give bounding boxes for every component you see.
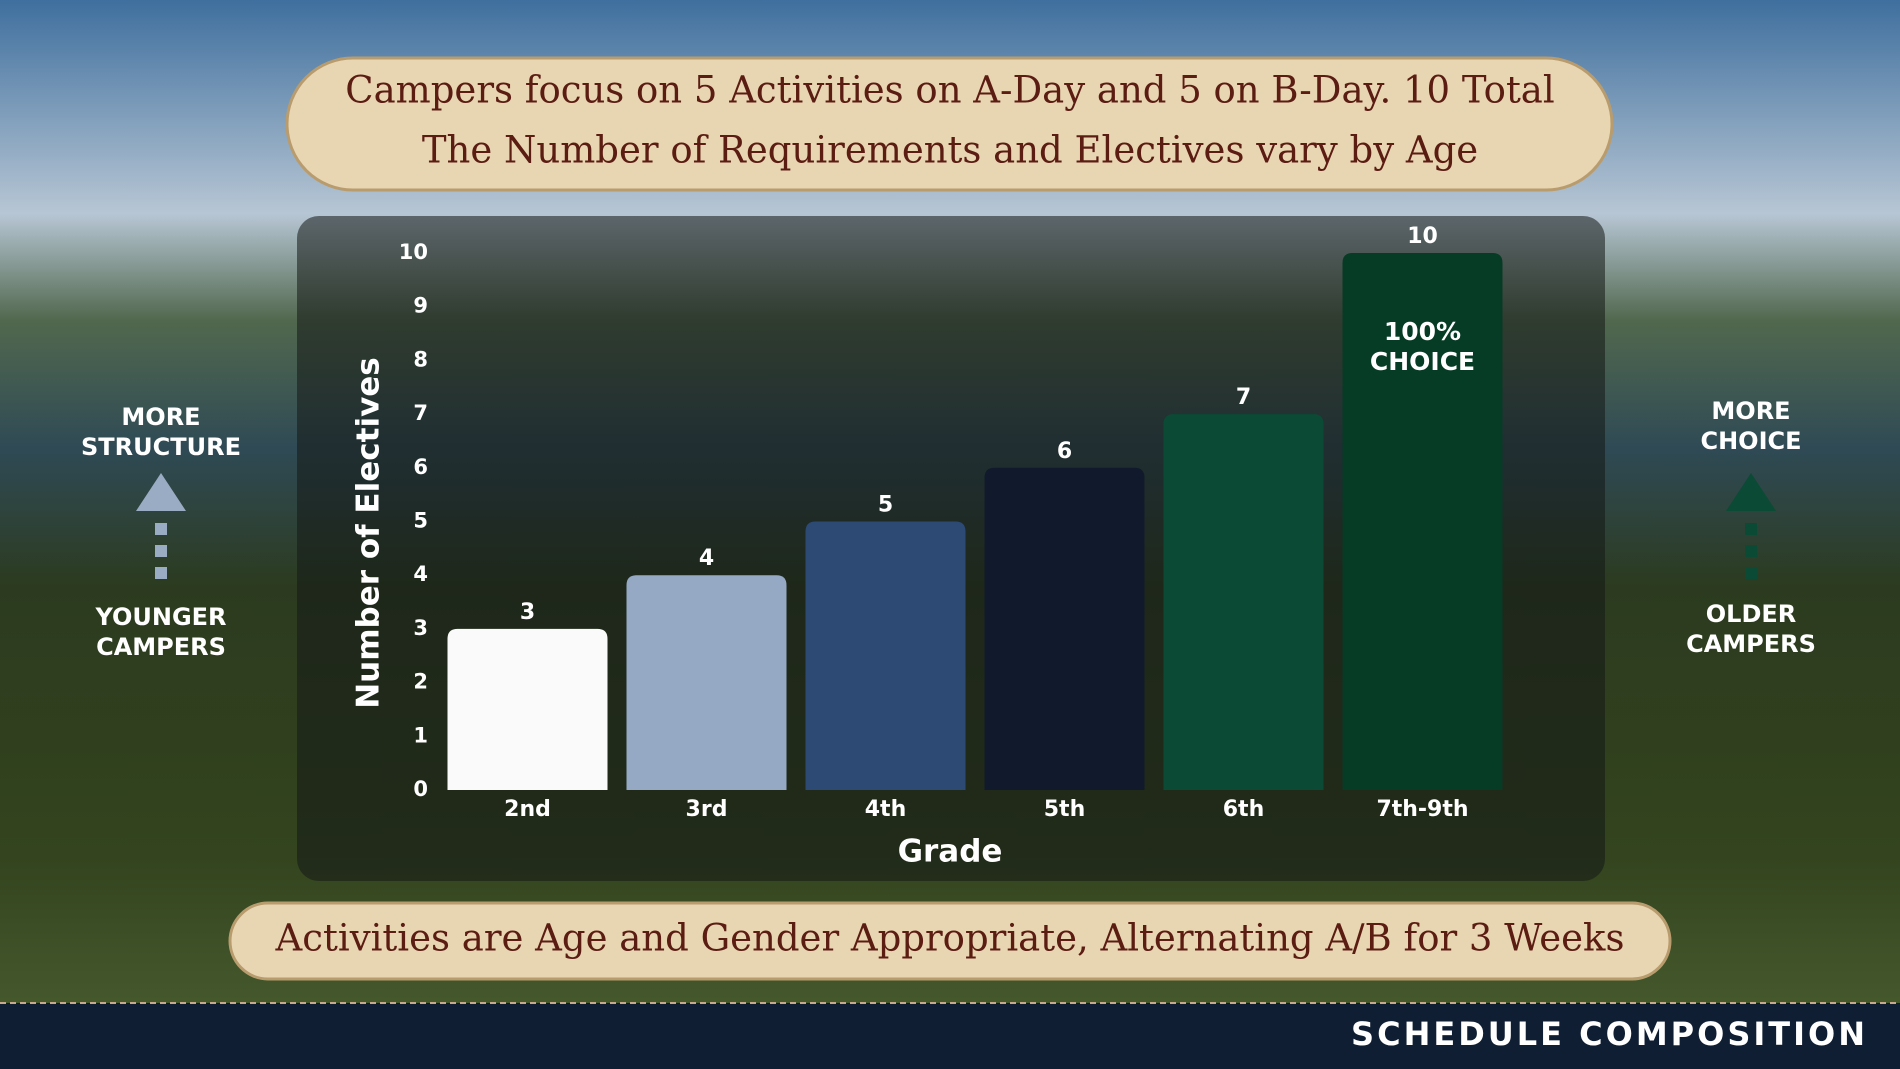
value-label: 4 <box>699 546 714 571</box>
side-label: CHOICE <box>1700 427 1801 455</box>
x-axis-title: Grade <box>898 834 1003 870</box>
y-tick-label: 0 <box>413 777 428 801</box>
bar-annotation: CHOICE <box>1370 347 1475 376</box>
x-tick-label: 3rd <box>686 797 728 822</box>
y-tick-label: 2 <box>413 670 428 694</box>
y-tick-label: 5 <box>413 509 428 533</box>
value-label: 7 <box>1236 385 1251 410</box>
bar-annotation: 100% <box>1384 317 1461 346</box>
side-label: STRUCTURE <box>81 433 241 461</box>
x-tick-label: 6th <box>1223 797 1265 822</box>
bar <box>805 521 966 790</box>
footnote-banner <box>228 901 1672 981</box>
x-tick-label: 5th <box>1044 797 1086 822</box>
y-tick-label: 4 <box>413 562 428 586</box>
x-tick-label: 7th-9th <box>1376 797 1468 822</box>
footnote: Activities are Age and Gender Appropriat… <box>275 917 1625 960</box>
bar <box>1163 414 1324 790</box>
y-tick-label: 1 <box>413 723 428 747</box>
value-label: 5 <box>878 493 893 518</box>
y-axis-title: Number of Electives <box>351 357 387 709</box>
arrow-head <box>1726 473 1776 511</box>
x-tick-label: 2nd <box>504 797 551 822</box>
x-tick-label: 4th <box>865 797 907 822</box>
value-label: 3 <box>520 600 535 625</box>
title-line: The Number of Requirements and Electives… <box>422 129 1478 172</box>
arrow-head <box>136 473 186 511</box>
footer-bar <box>0 1003 1900 1069</box>
footer-title: SCHEDULE COMPOSITION <box>1351 1015 1868 1053</box>
y-tick-label: 7 <box>413 401 428 425</box>
bar <box>984 467 1145 790</box>
y-tick-label: 10 <box>399 240 428 264</box>
side-label: OLDER <box>1706 600 1797 628</box>
side-label: CAMPERS <box>1686 630 1816 658</box>
side-label: MORE <box>1711 397 1790 425</box>
side-label: CAMPERS <box>96 633 226 661</box>
side-label: YOUNGER <box>94 603 226 631</box>
title-banner <box>285 56 1614 192</box>
bar <box>447 628 608 790</box>
side-label: MORE <box>121 403 200 431</box>
y-tick-label: 3 <box>413 616 428 640</box>
bar <box>1342 253 1503 790</box>
bar <box>626 575 787 790</box>
y-tick-label: 9 <box>413 294 428 318</box>
y-tick-label: 6 <box>413 455 428 479</box>
value-label: 6 <box>1057 439 1072 464</box>
title-line: Campers focus on 5 Activities on A-Day a… <box>345 69 1554 112</box>
y-tick-label: 8 <box>413 347 428 371</box>
value-label: 10 <box>1407 224 1438 249</box>
